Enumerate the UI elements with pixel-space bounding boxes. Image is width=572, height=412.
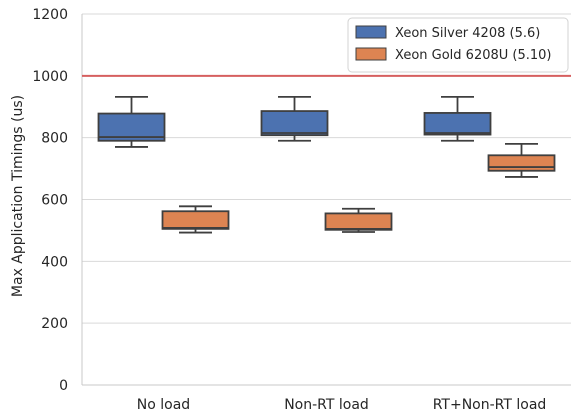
y-tick-label: 800 (41, 131, 68, 147)
y-tick-label: 600 (41, 193, 68, 209)
box-body (487, 154, 556, 172)
y-tick-labels: 0 200 400 600 800 1000 1200 (32, 7, 68, 394)
box-body (423, 112, 492, 136)
box-body (161, 210, 230, 230)
x-tick-labels: No load Non-RT load RT+Non-RT load (137, 397, 547, 412)
legend: Xeon Silver 4208 (5.6) Xeon Gold 6208U (5… (347, 17, 569, 73)
box-1-1 (97, 95, 166, 148)
legend-swatch (355, 25, 387, 39)
box-body (260, 110, 329, 137)
box-2-2 (324, 207, 393, 233)
y-tick-label: 1200 (32, 7, 68, 23)
legend-frame (347, 17, 569, 73)
box-2-3 (487, 142, 556, 178)
legend-label: Xeon Gold 6208U (5.10) (395, 48, 552, 63)
y-tick-label: 0 (59, 378, 68, 394)
y-tick-label: 400 (41, 254, 68, 270)
legend-swatch (355, 47, 387, 61)
legend-label: Xeon Silver 4208 (5.6) (395, 26, 540, 41)
boxes-group (97, 95, 556, 234)
y-tick-label: 1000 (32, 69, 68, 85)
x-tick-label: RT+Non-RT load (433, 397, 547, 412)
y-tick-label: 200 (41, 316, 68, 332)
box-1-3 (423, 95, 492, 142)
box-1-2 (260, 95, 329, 142)
box-2-1 (161, 205, 230, 234)
y-axis-title: Max Application Timings (us) (10, 95, 26, 297)
box-body (324, 212, 393, 231)
x-tick-label: No load (137, 397, 190, 412)
x-tick-label: Non-RT load (284, 397, 369, 412)
